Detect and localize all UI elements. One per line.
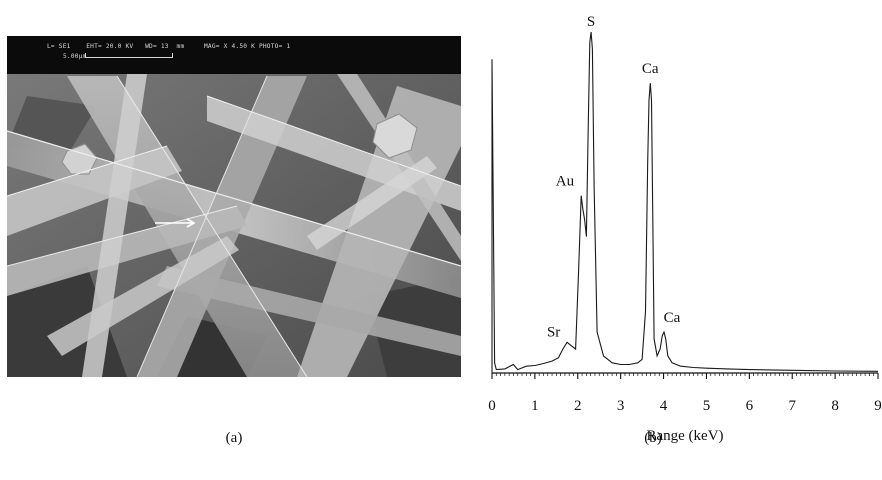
x-tick-label: 8 (831, 398, 839, 414)
x-tick-label: 3 (617, 398, 625, 414)
x-axis-label: Range (keV) (646, 428, 723, 444)
peak-label-ca: Ca (642, 61, 659, 77)
scale-bar-label: 5.00μm (63, 53, 87, 60)
sem-image (7, 36, 461, 377)
peak-label-s: S (587, 14, 595, 30)
x-tick-label: 2 (574, 398, 582, 414)
x-tick-label: 5 (703, 398, 711, 414)
x-ticks: 0 1 2 3 4 5 6 7 8 9 (488, 373, 882, 414)
spectrum-line (491, 31, 879, 373)
x-tick-label: 9 (874, 398, 882, 414)
peak-label-au: Au (556, 174, 575, 190)
x-tick-label: 1 (531, 398, 539, 414)
x-tick-label: 7 (788, 398, 796, 414)
x-tick-label: 4 (660, 398, 668, 414)
sem-info-bar: L= SE1 EHT= 20.0 KV WD= 13 mm MAG= X 4.5… (7, 36, 461, 74)
x-tick-label: 0 (488, 398, 496, 414)
sem-micrograph: L= SE1 EHT= 20.0 KV WD= 13 mm MAG= X 4.5… (7, 36, 461, 377)
peak-label-ca: Ca (664, 310, 681, 326)
caption-a: (a) (225, 430, 243, 446)
caption-b: (b) (644, 430, 662, 446)
peak-label-sr: Sr (547, 324, 560, 340)
x-tick-label: 6 (746, 398, 754, 414)
sem-parameters: L= SE1 EHT= 20.0 KV WD= 13 mm MAG= X 4.5… (47, 43, 291, 50)
scale-bar (85, 53, 173, 58)
peak-labels: S Ca Au Sr Ca (547, 14, 681, 340)
eds-spectrum: 0 1 2 3 4 5 6 7 8 9 S Ca Au Sr Ca Range (keV) (488, 14, 882, 444)
arrow-icon (155, 218, 196, 228)
